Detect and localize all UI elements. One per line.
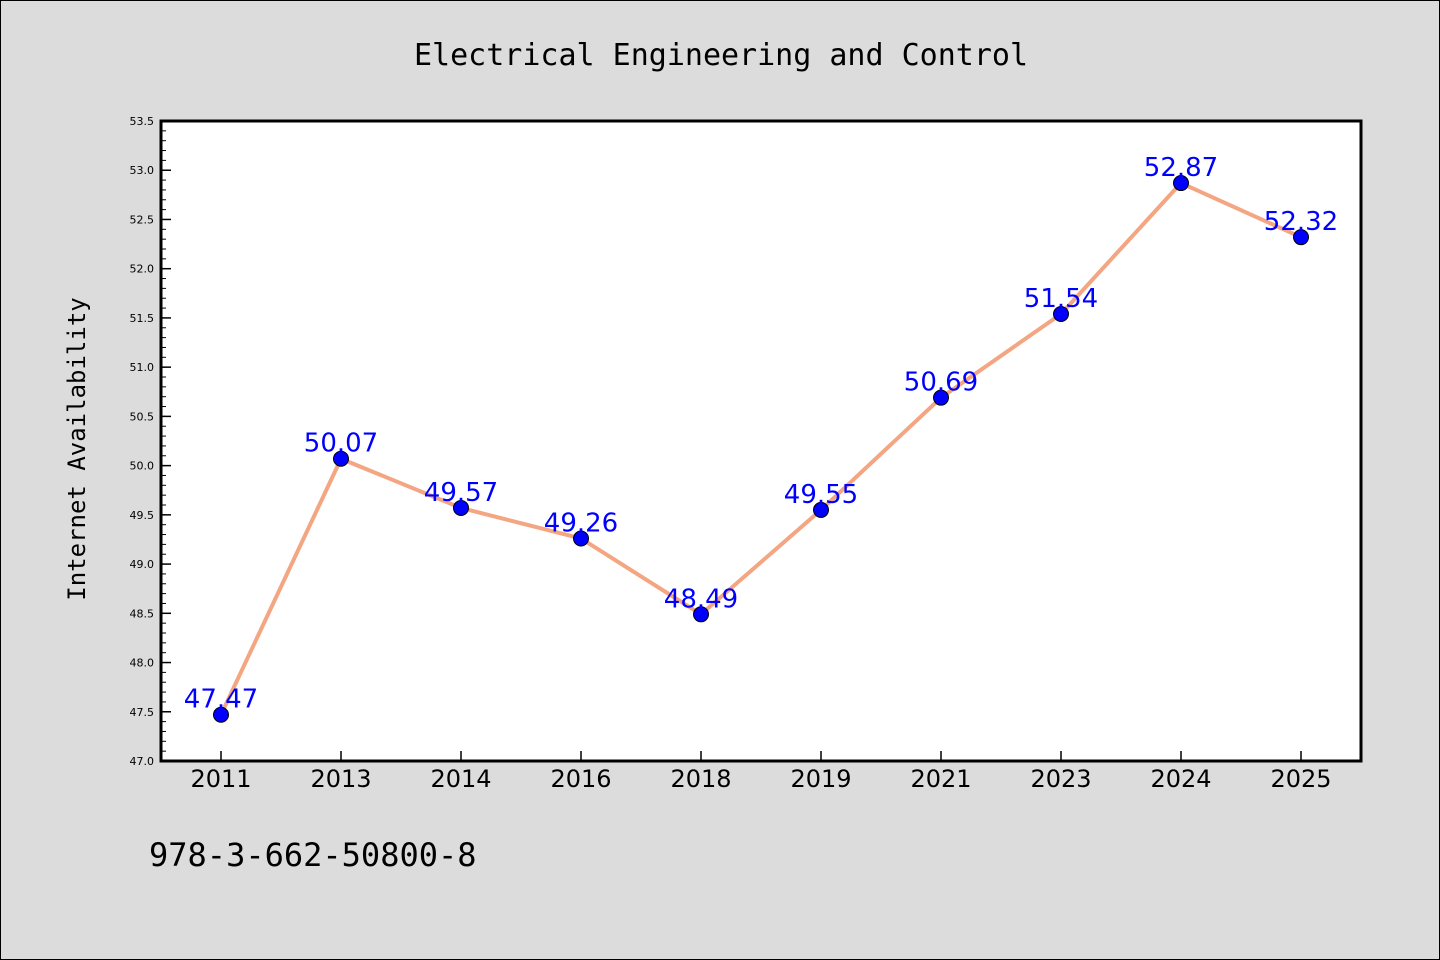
x-tick-label: 2013: [310, 765, 371, 793]
y-tick-label: 53.0: [130, 164, 155, 177]
footnote: 978-3-662-50800-8: [149, 836, 477, 874]
data-label: 49.26: [544, 508, 618, 538]
y-tick-label: 51.0: [130, 361, 155, 374]
series: 47.47 50.07 49.57 49.26 48.49 49.55 50.69 51.54…: [184, 153, 1338, 723]
series-line: [219, 181, 1302, 716]
y-axis-label: Internet Availability: [63, 297, 91, 600]
data-point: [453, 499, 469, 516]
data-point: [1053, 305, 1069, 322]
x-tick-label: 2023: [1030, 765, 1091, 793]
x-tick-label: 2011: [190, 765, 251, 793]
data-label: 48.49: [664, 584, 738, 614]
data-label: 50.69: [904, 368, 978, 398]
x-tick-label: 2025: [1270, 765, 1331, 793]
data-point: [693, 606, 709, 623]
x-tick-label: 2014: [430, 765, 491, 793]
plot-frame: [159, 119, 1363, 763]
data-point: [813, 501, 829, 518]
y-tick-label: 52.5: [130, 213, 155, 226]
y-axis: 47.0 47.5 48.0 48.5 49.0 49.5 50.0 50.5 51.0 51.5…: [130, 115, 171, 768]
data-point: [1293, 229, 1309, 246]
data-point: [933, 389, 949, 406]
x-axis: 2011 2013 2014 2016 2018 2019 2021 2023 2024 2025: [190, 751, 1332, 793]
x-tick-label: 2024: [1150, 765, 1211, 793]
data-label: 52.32: [1264, 207, 1338, 237]
y-tick-label: 49.5: [130, 509, 155, 522]
plot-area: [161, 121, 1361, 761]
y-tick-label: 50.5: [130, 410, 155, 423]
y-tick-label: 48.0: [130, 657, 155, 670]
y-tick-label: 50.0: [130, 460, 155, 473]
data-point: [573, 530, 589, 547]
data-label: 49.55: [784, 480, 858, 510]
data-label: 47.47: [184, 685, 258, 715]
data-point: [1173, 175, 1189, 192]
x-tick-label: 2016: [550, 765, 611, 793]
data-label: 50.07: [304, 429, 378, 459]
x-tick-label: 2019: [790, 765, 851, 793]
y-tick-label: 53.5: [130, 115, 155, 128]
x-tick-label: 2021: [910, 765, 971, 793]
data-label: 49.57: [424, 478, 498, 508]
data-label: 52.87: [1144, 153, 1218, 183]
y-tick-label: 51.5: [130, 312, 155, 325]
x-tick-label: 2018: [670, 765, 731, 793]
data-label: 51.54: [1024, 284, 1098, 314]
y-tick-label: 47.0: [130, 755, 155, 768]
y-tick-label: 52.0: [130, 263, 155, 276]
y-tick-label: 48.5: [130, 607, 155, 620]
y-tick-label: 49.0: [130, 558, 155, 571]
data-point: [213, 706, 229, 723]
chart-title: Electrical Engineering and Control: [414, 38, 1028, 73]
data-point: [333, 450, 349, 467]
y-tick-label: 47.5: [130, 706, 155, 719]
